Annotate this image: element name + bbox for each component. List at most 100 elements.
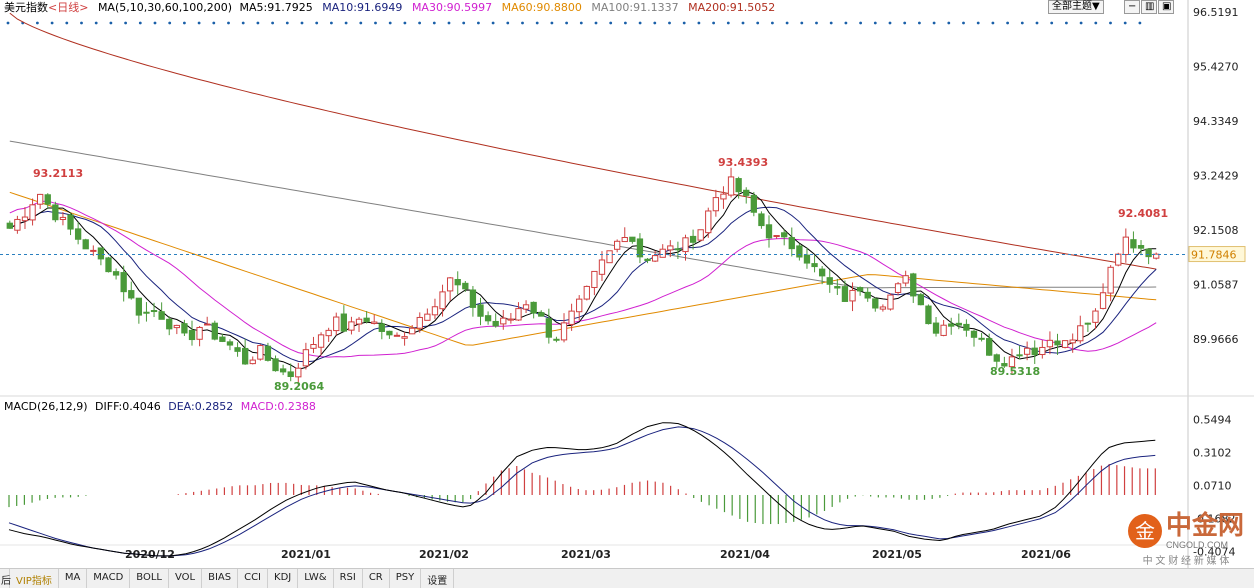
tab-vol[interactable]: VOL	[169, 569, 203, 588]
price-tick-label: 93.2429	[1193, 170, 1239, 183]
tab-cci[interactable]: CCI	[238, 569, 269, 588]
candle-down	[917, 294, 925, 306]
theme-dropdown[interactable]: 全部主题▼	[1048, 0, 1104, 14]
candle-down	[1031, 347, 1038, 356]
marker-dot	[506, 21, 510, 25]
price-annotation-low: 89.5318	[990, 365, 1040, 378]
marker-dot	[344, 21, 348, 25]
marker-dot	[168, 21, 172, 25]
tab-scroll-left-icon[interactable]: 后	[0, 569, 11, 588]
tab-macd[interactable]: MACD	[87, 569, 131, 588]
tab-lw[interactable]: LW&	[298, 569, 334, 588]
candle-down	[44, 194, 51, 205]
tab-ma[interactable]: MA	[59, 569, 88, 588]
candle-up	[439, 291, 446, 310]
marker-dot	[785, 21, 789, 25]
tab-settings[interactable]: 设置	[421, 569, 455, 588]
candle-up	[21, 216, 29, 222]
candle-down	[955, 322, 962, 326]
macd-tick-label: -0.4074	[1193, 545, 1235, 558]
candle-down	[750, 194, 757, 213]
marker-dot	[918, 21, 921, 25]
candle-up	[14, 218, 21, 231]
candle-up	[849, 289, 856, 302]
candle-up	[348, 321, 355, 331]
candle-up	[583, 285, 590, 300]
candle-down	[128, 290, 135, 299]
candle-up	[576, 298, 583, 313]
tab-bias[interactable]: BIAS	[202, 569, 239, 588]
marker-dot	[285, 21, 289, 25]
candle-down	[477, 304, 484, 317]
candle-down	[963, 323, 970, 331]
candles	[6, 167, 1160, 386]
candle-down	[188, 329, 196, 341]
macd-diff-line	[8, 422, 1156, 557]
marker-dot	[271, 21, 274, 25]
window-minimize-icon[interactable]: −	[1124, 0, 1140, 14]
marker-dot	[183, 21, 186, 25]
candle-down	[462, 282, 469, 290]
candle-up	[614, 240, 621, 250]
candle-up	[325, 329, 332, 337]
candle-down	[287, 371, 294, 378]
tab-cr[interactable]: CR	[363, 569, 390, 588]
date-tick-label: 2021/02	[419, 548, 469, 561]
window-restore-icon[interactable]: ▣	[1158, 0, 1174, 14]
tab-kdj[interactable]: KDJ	[268, 569, 299, 588]
window-layout-icon[interactable]: ▥	[1141, 0, 1157, 14]
price-tick-label: 89.9666	[1193, 333, 1239, 346]
candle-down	[530, 301, 537, 314]
candle-up	[393, 334, 401, 337]
logo-title: 中金网	[1165, 511, 1244, 541]
marker-dot	[712, 21, 715, 25]
candle-up	[416, 316, 423, 329]
marker-dot	[579, 21, 583, 25]
macd-macd-value: MACD:0.2388	[240, 400, 316, 413]
candle-up	[249, 359, 256, 365]
marker-dot	[6, 21, 10, 25]
marker-dot	[859, 21, 862, 25]
price-annotation-high: 93.4393	[718, 156, 768, 169]
candle-down	[150, 310, 158, 313]
date-tick-label: 2021/06	[1021, 548, 1071, 561]
marker-dot	[668, 21, 671, 25]
marker-dot	[976, 21, 980, 25]
tab-vip[interactable]: VIP指标	[10, 569, 59, 588]
candle-down	[492, 320, 499, 327]
candle-down	[105, 257, 112, 273]
candle-up	[522, 304, 530, 310]
candle-down	[272, 358, 279, 372]
ma-settings-label: MA(5,10,30,60,100,200)	[97, 1, 232, 14]
candle-down	[538, 312, 545, 317]
price-annotation-high: 92.4081	[1118, 207, 1168, 220]
indicator-tab-bar: 后 VIP指标 MA MACD BOLL VOL BIAS CCI KDJ LW…	[0, 568, 1254, 588]
candle-down	[264, 345, 272, 361]
current-price-label: 91.7846	[1191, 249, 1237, 262]
marker-dot	[903, 21, 907, 25]
logo-circle-icon: 金	[1127, 514, 1162, 548]
marker-dot	[330, 21, 333, 25]
price-tick-label: 94.3349	[1193, 115, 1239, 128]
candle-down	[993, 354, 1000, 362]
date-tick-label: 2021/03	[561, 548, 611, 561]
tab-psy[interactable]: PSY	[390, 569, 422, 588]
date-tick-label: 2020/12	[125, 548, 175, 561]
tab-boll[interactable]: BOLL	[130, 569, 169, 588]
candle-down	[279, 368, 287, 373]
marker-dot	[359, 21, 363, 25]
candle-down	[864, 291, 871, 299]
marker-dot	[418, 21, 421, 25]
marker-dot	[726, 21, 730, 25]
candle-down	[1137, 245, 1145, 249]
candle-down	[135, 297, 143, 316]
marker-dot	[300, 21, 304, 25]
marker-dot	[565, 21, 568, 25]
candle-down	[818, 268, 826, 277]
marker-dot	[991, 21, 995, 25]
candle-down	[340, 313, 348, 332]
period-selector[interactable]: <日线>	[48, 1, 89, 14]
candle-up	[1122, 236, 1129, 256]
tab-rsi[interactable]: RSI	[334, 569, 363, 588]
